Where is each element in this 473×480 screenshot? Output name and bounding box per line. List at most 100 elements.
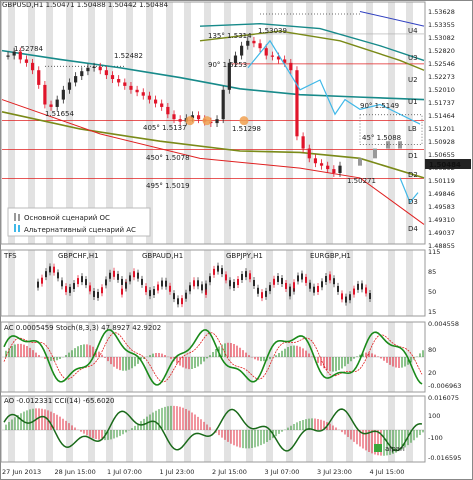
ac-tick-label: 0.004558: [428, 320, 459, 328]
time-tick-label: 28 Jun 15:00: [55, 468, 96, 476]
subcharts: TFS GBPCHF,H1 GBPAUD,H1 GBPJPY,H1 EURGBP,H1 A…: [2, 252, 424, 456]
scenario-alt-line: [247, 39, 421, 125]
pivot-marker: [239, 116, 249, 126]
pair-candle-body: [305, 276, 307, 283]
price-annotation: 495° 1.5019: [146, 182, 190, 190]
candle-body: [240, 45, 244, 56]
candle-body: [55, 99, 59, 107]
ao-tick-label: 0.016075: [428, 394, 459, 402]
candle-body: [166, 106, 170, 115]
scenario-main-bar: [398, 141, 402, 149]
annotations: GBPUSD,H1 1.50471 1.50488 1.50442 1.5048…: [2, 1, 401, 237]
pair-candle-body: [225, 274, 227, 281]
candle-body: [172, 114, 176, 120]
pair-name: GBPJPY,H1: [226, 252, 263, 260]
candle-body: [301, 136, 305, 149]
pair-candle-body: [333, 278, 335, 285]
candle-body: [319, 163, 324, 166]
session-band: [346, 396, 353, 462]
level-label: U4: [408, 27, 418, 35]
pair-candle-body: [301, 273, 303, 280]
pair-name: GBPCHF,H1: [58, 252, 99, 260]
session-band: [166, 396, 173, 462]
pair-candle-body: [245, 271, 247, 278]
pair-candle-body: [181, 298, 183, 305]
session-band: [88, 250, 95, 316]
session-band: [286, 250, 293, 316]
price-tick-label: 1.53355: [428, 21, 455, 29]
session-band: [326, 250, 333, 316]
pair-candle-body: [97, 291, 99, 298]
candle-body: [332, 169, 336, 174]
candle-body: [326, 165, 330, 170]
pair-candle-body: [253, 280, 255, 287]
candle-body: [252, 40, 256, 44]
ac-tick-label: 80: [428, 346, 436, 354]
session-band: [66, 250, 73, 316]
pair-candle-body: [257, 287, 259, 294]
session-band: [184, 396, 191, 462]
pairs-tick-label: 15: [428, 308, 436, 316]
candle-body: [227, 62, 231, 90]
session-band: [204, 396, 211, 462]
pair-candle-body: [153, 289, 155, 296]
legend-main-label: Основной сценарий ОС: [24, 214, 110, 222]
pair-candle-body: [41, 277, 43, 284]
current-price-label: 1.50484: [429, 161, 461, 169]
pairs-tick-label: 50: [428, 288, 436, 296]
pair-candle-body: [137, 272, 139, 279]
session-band: [366, 396, 373, 462]
legend-alt-label: Альтернативный сценарий АС: [24, 226, 136, 234]
pair-candle-body: [293, 282, 295, 289]
upper-olive-line: [199, 30, 425, 71]
pair-candle-body: [353, 288, 355, 295]
pair-candle-body: [289, 290, 291, 297]
session-band: [8, 396, 15, 462]
candle-body: [117, 79, 121, 83]
alpari-logo-mark: [374, 444, 382, 452]
pair-candle-body: [85, 279, 87, 286]
scenario-legend: [7, 207, 151, 237]
subchart-frame: [0, 249, 426, 317]
pair-candle-body: [281, 278, 283, 285]
pair-candle-body: [141, 278, 143, 285]
pair-candle-body: [309, 282, 311, 289]
level-label: D4: [408, 225, 418, 233]
pair-candle-body: [57, 272, 59, 279]
candle-body: [123, 82, 127, 86]
ac-tick-label: -0.006963: [428, 382, 461, 390]
pair-candle-body: [265, 290, 267, 297]
candle-body: [129, 85, 133, 90]
pair-candle-body: [221, 268, 223, 275]
price-tick-label: 1.52546: [428, 60, 455, 68]
session-band: [126, 250, 133, 316]
session-band: [28, 2, 35, 244]
pair-candle-body: [213, 268, 215, 275]
candle-body: [49, 104, 53, 107]
session-band: [246, 396, 253, 462]
pair-candle-body: [161, 280, 163, 287]
pair-candle-body: [165, 280, 167, 287]
pair-candle-body: [325, 276, 327, 283]
session-band: [388, 2, 395, 244]
candle-body: [74, 76, 78, 83]
session-band: [388, 396, 395, 462]
time-tick-label: 3 Jul 07:00: [265, 468, 300, 476]
watermark-label: alpari: [385, 445, 405, 453]
price-tick-label: 1.49310: [428, 216, 455, 224]
upper-teal-line: [199, 23, 425, 62]
pair-candle-body: [237, 279, 239, 286]
price-tick-label: 1.52820: [428, 47, 455, 55]
pair-candle-body: [349, 294, 351, 301]
pair-candle-body: [133, 271, 135, 278]
pair-candle-body: [37, 281, 39, 288]
candle-body: [92, 66, 96, 68]
pair-candle-body: [73, 283, 75, 290]
price-tick-label: 1.50928: [428, 138, 455, 146]
candle-body: [141, 92, 145, 96]
level-label: D3: [408, 198, 418, 206]
candle-body: [313, 158, 318, 164]
pair-candle-body: [357, 283, 359, 290]
pivot-marker: [185, 116, 195, 126]
pair-candle-body: [81, 276, 83, 283]
